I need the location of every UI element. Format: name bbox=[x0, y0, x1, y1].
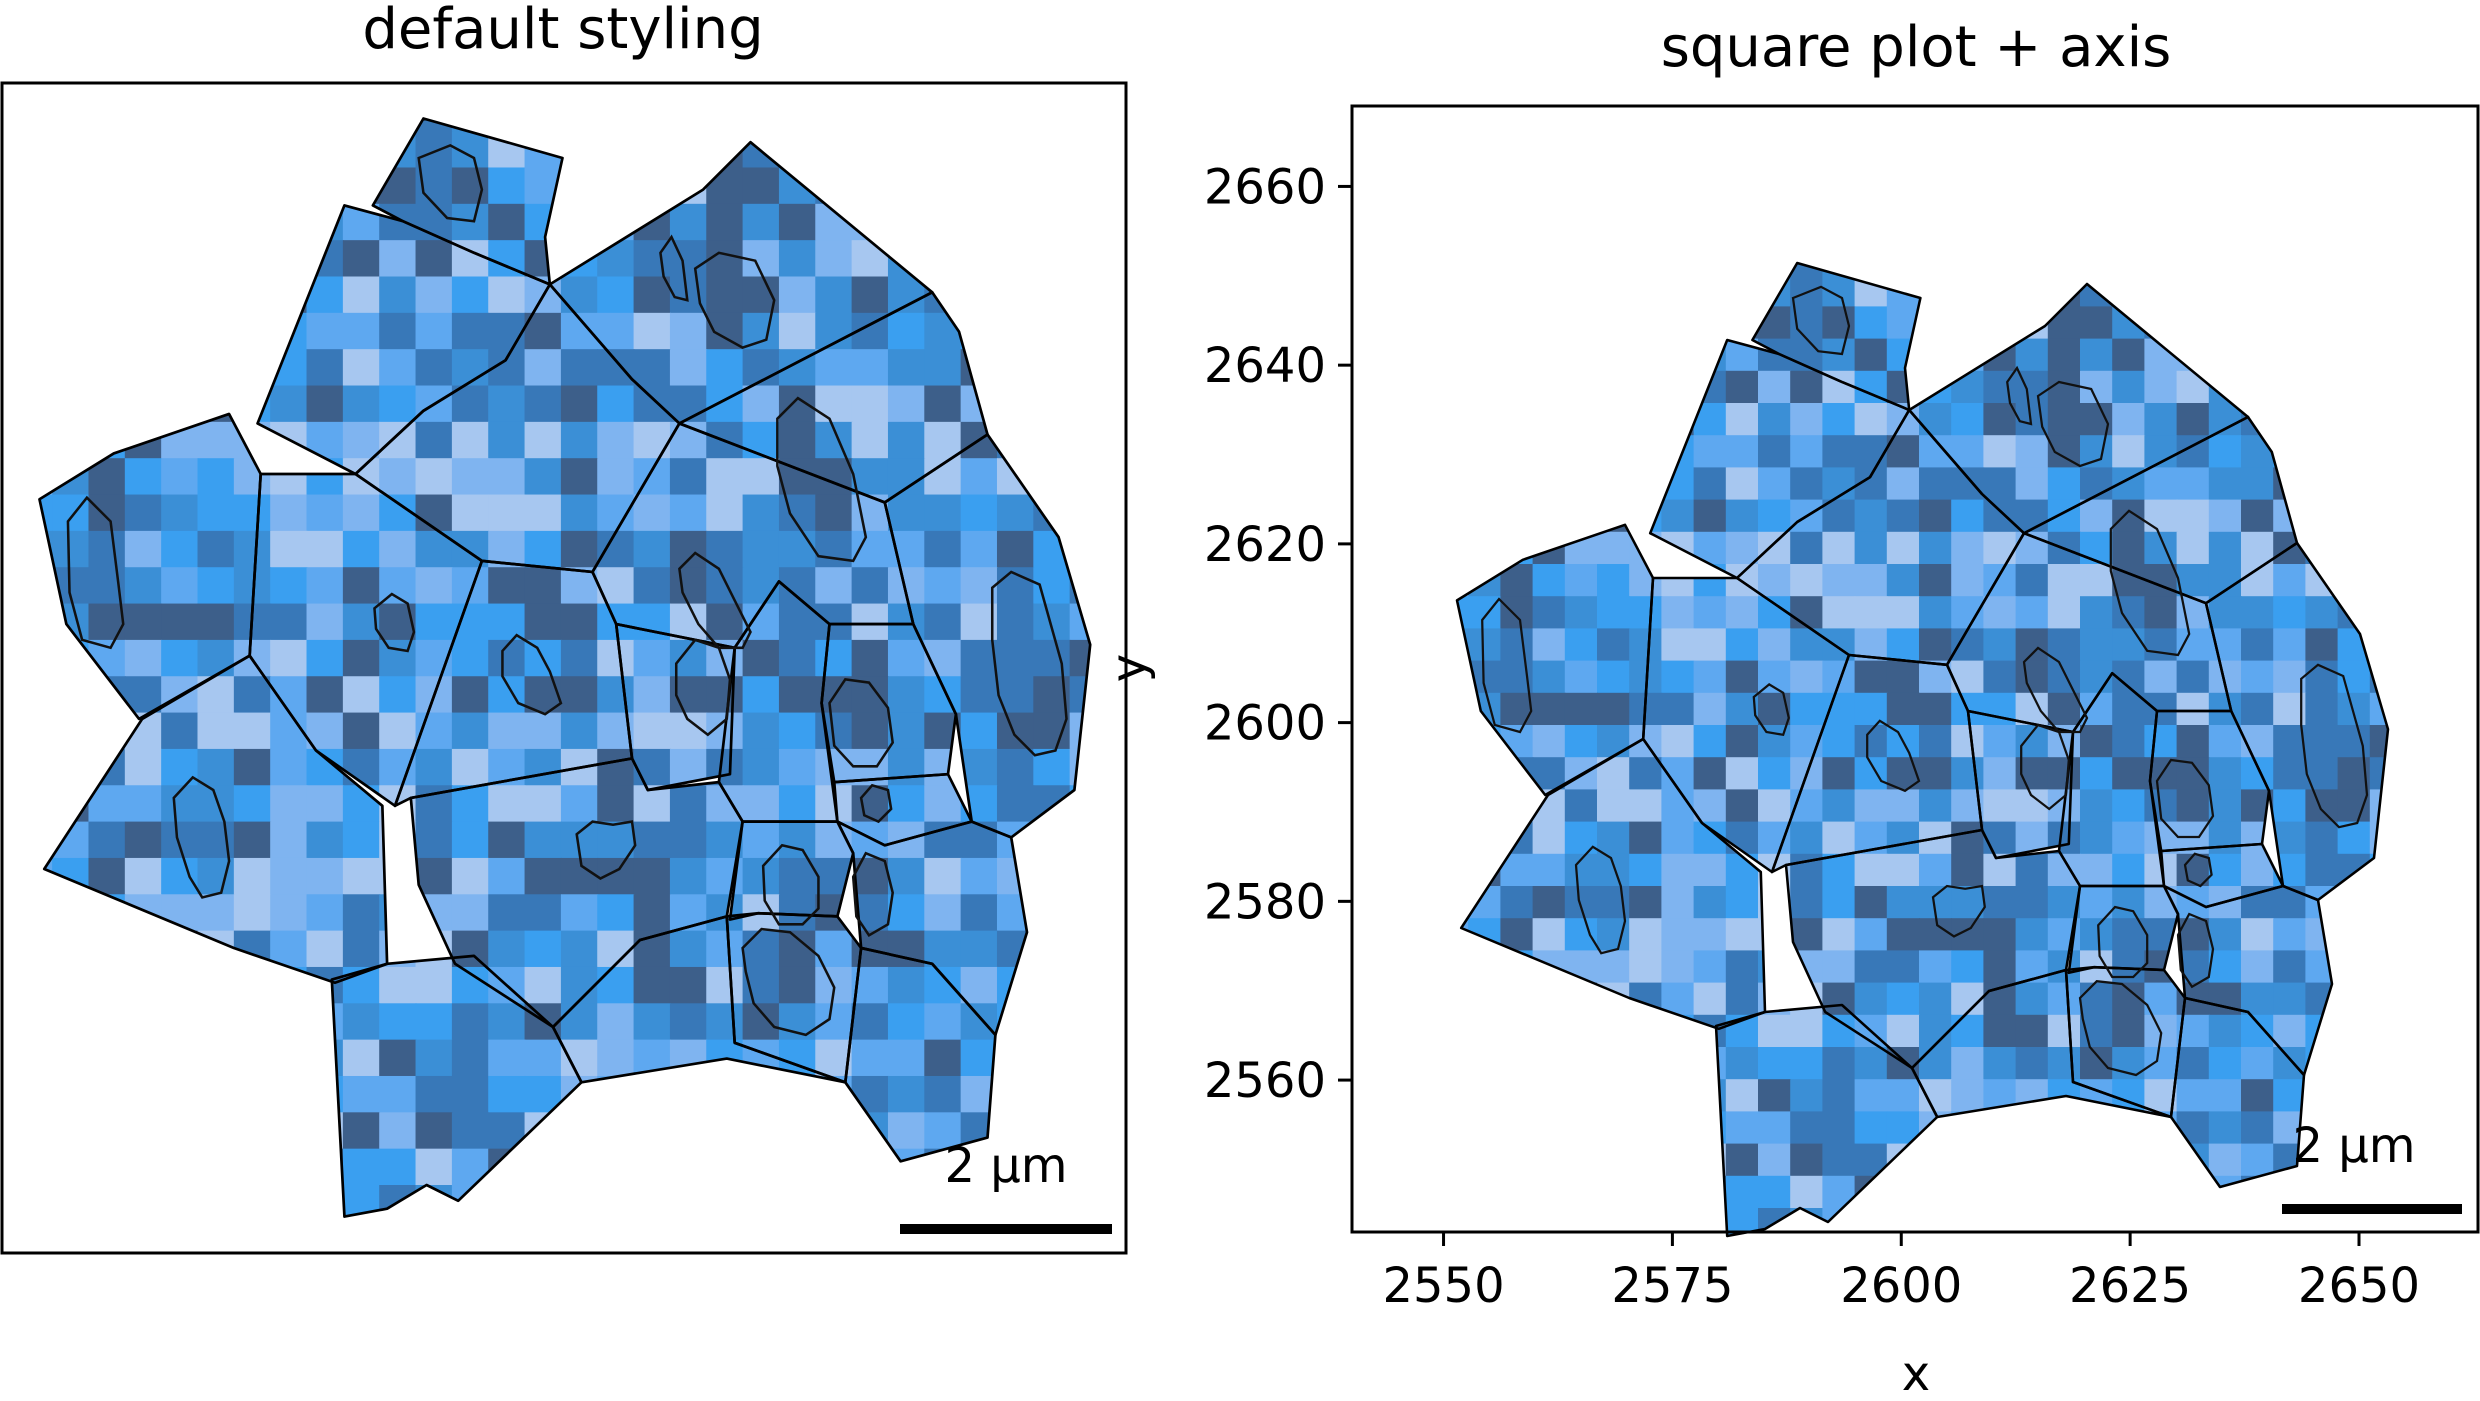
panel-title-left: default styling bbox=[362, 0, 763, 62]
cell-boundary bbox=[330, 954, 583, 1218]
nucleus-boundary bbox=[1481, 597, 1533, 734]
cell-boundary bbox=[2169, 996, 2306, 1189]
panel-default-styling: default styling 2 µm bbox=[0, 0, 1128, 1255]
nucleus-boundaries bbox=[66, 143, 1068, 1037]
x-tick-label: 2625 bbox=[2069, 1258, 2191, 1314]
x-tick-label: 2650 bbox=[2298, 1258, 2420, 1314]
nucleus-boundary bbox=[851, 851, 894, 938]
panel-title-right: square plot + axis bbox=[1661, 15, 2172, 80]
cell-boundary bbox=[2162, 884, 2334, 1077]
axes-frame-left bbox=[0, 81, 1128, 1255]
scalebar-left bbox=[900, 1224, 1112, 1234]
y-tick-label: 2660 bbox=[1204, 159, 1326, 215]
nucleus-boundary bbox=[2109, 509, 2191, 657]
nucleus-boundary bbox=[1791, 285, 1851, 356]
nucleus-boundary bbox=[761, 843, 820, 926]
nucleus-boundary bbox=[1752, 683, 1790, 737]
nucleus-boundary bbox=[1931, 884, 1986, 938]
panel-square-plot-axis: square plot + axis 2550 2575 2600 2625 2650 … bbox=[1101, 15, 2480, 1401]
x-tick-label: 2550 bbox=[1382, 1258, 1504, 1314]
nucleus-boundary bbox=[66, 495, 125, 650]
nucleus-boundary bbox=[501, 633, 563, 716]
cell-boundaries bbox=[1455, 261, 2390, 1238]
cell-boundary bbox=[1459, 737, 1767, 1031]
cell-boundary bbox=[836, 820, 1029, 1037]
nucleus-boundary bbox=[2036, 380, 2110, 468]
nucleus-boundary bbox=[990, 570, 1068, 757]
segmentation-image-right bbox=[1455, 261, 2390, 1238]
segmentation-image-left bbox=[38, 117, 1092, 1218]
nucleus-boundary bbox=[678, 551, 752, 650]
scalebar-right bbox=[2282, 1204, 2462, 1214]
x-axis-ticks: 2550 2575 2600 2625 2650 bbox=[1382, 1232, 2420, 1314]
scalebar-label-right: 2 µm bbox=[2292, 1118, 2415, 1174]
nucleus-boundary bbox=[2176, 912, 2215, 989]
nucleus-boundary bbox=[674, 638, 732, 737]
nucleus-boundary bbox=[828, 678, 895, 768]
y-axis-label: y bbox=[1101, 654, 1157, 682]
nucleus-boundary bbox=[2097, 905, 2149, 979]
cell-boundaries bbox=[38, 117, 1092, 1218]
x-tick-label: 2600 bbox=[1840, 1258, 1962, 1314]
x-axis-label: x bbox=[1902, 1346, 1930, 1401]
nucleus-boundary bbox=[2300, 663, 2369, 829]
y-tick-label: 2640 bbox=[1204, 338, 1326, 394]
nucleus-boundary bbox=[859, 783, 893, 824]
nucleus-boundary bbox=[693, 251, 776, 349]
nucleus-boundary bbox=[2183, 852, 2213, 888]
nucleus-boundary bbox=[373, 592, 416, 653]
nucleus-boundary bbox=[417, 143, 484, 223]
y-tick-label: 2560 bbox=[1204, 1053, 1326, 1109]
axes-frame-right bbox=[1350, 104, 2480, 1234]
nucleus-boundaries bbox=[1481, 285, 2369, 1077]
nucleus-boundary bbox=[2020, 723, 2070, 811]
scalebar-label-left: 2 µm bbox=[944, 1138, 1067, 1194]
y-axis-ticks: 2560 2580 2600 2620 2640 2660 bbox=[1204, 159, 1352, 1109]
x-tick-label: 2575 bbox=[1611, 1258, 1733, 1314]
y-tick-label: 2580 bbox=[1204, 874, 1326, 930]
nucleus-boundary bbox=[2006, 365, 2033, 426]
nucleus-boundary bbox=[172, 775, 231, 899]
nucleus-boundary bbox=[1866, 719, 1921, 793]
nucleus-boundary bbox=[776, 396, 868, 563]
y-tick-label: 2600 bbox=[1204, 696, 1326, 752]
nucleus-boundary bbox=[2078, 980, 2163, 1077]
nucleus-boundary bbox=[741, 927, 836, 1037]
nucleus-boundary bbox=[2022, 646, 2089, 734]
cell-boundary bbox=[843, 946, 997, 1163]
nucleus-boundary bbox=[2155, 758, 2215, 839]
y-tick-label: 2620 bbox=[1204, 517, 1326, 573]
nucleus-boundary bbox=[575, 820, 637, 880]
nucleus-boundary bbox=[659, 234, 689, 302]
nucleus-boundary bbox=[1574, 845, 1627, 955]
cell-boundary bbox=[42, 654, 389, 985]
